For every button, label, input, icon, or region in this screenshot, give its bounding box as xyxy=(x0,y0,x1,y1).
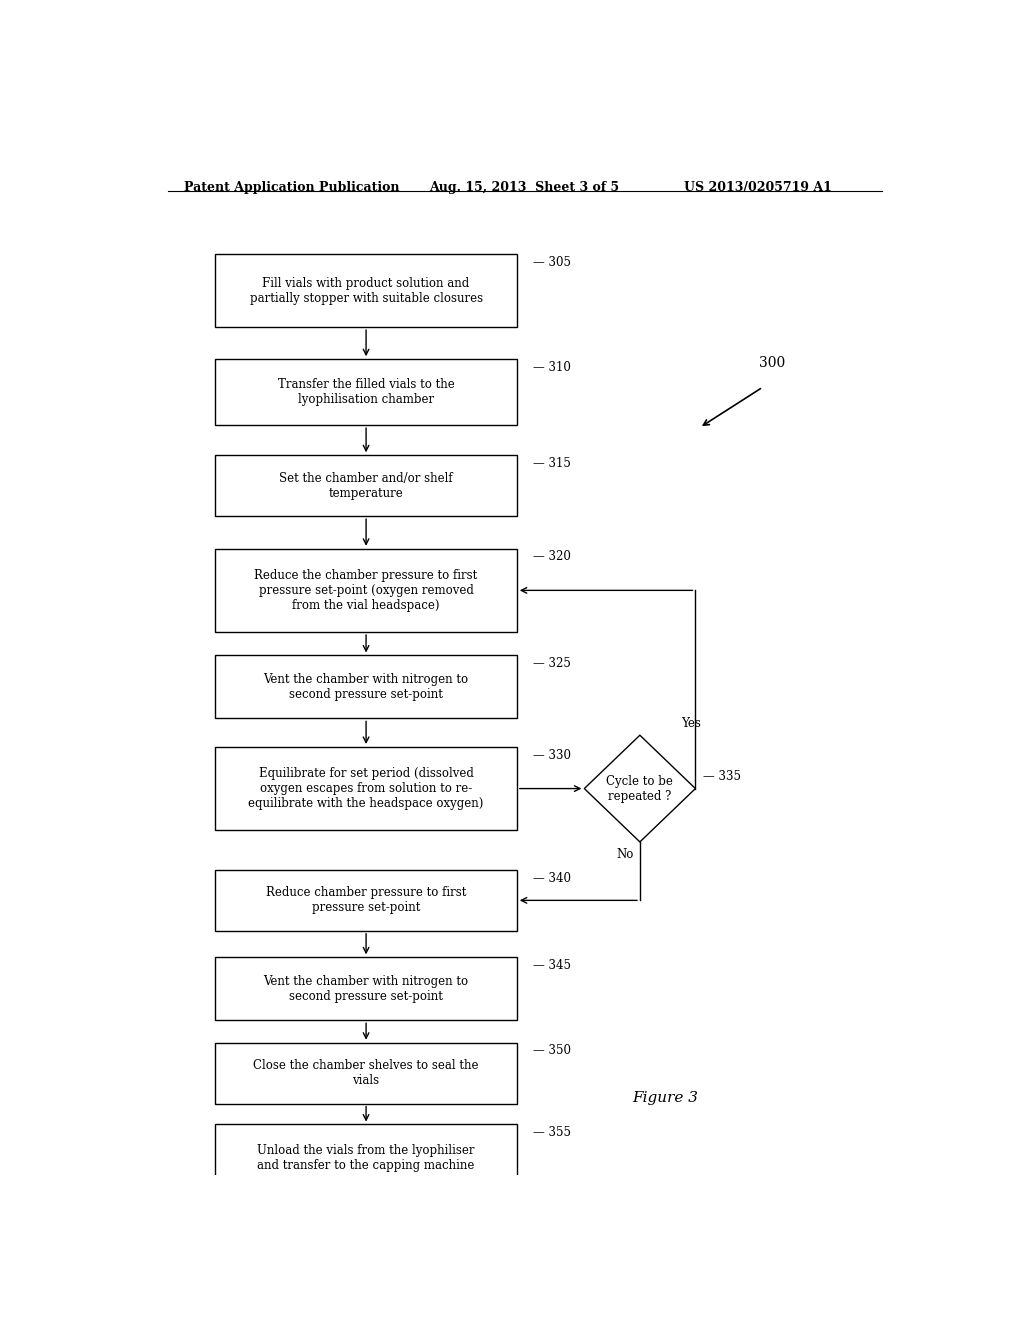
Text: No: No xyxy=(616,849,634,861)
Text: 300: 300 xyxy=(759,356,785,370)
FancyBboxPatch shape xyxy=(215,253,517,327)
Text: Close the chamber shelves to seal the
vials: Close the chamber shelves to seal the vi… xyxy=(253,1059,479,1088)
Text: Reduce the chamber pressure to first
pressure set-point (oxygen removed
from the: Reduce the chamber pressure to first pre… xyxy=(254,569,478,612)
Text: — 355: — 355 xyxy=(532,1126,570,1139)
Text: Set the chamber and/or shelf
temperature: Set the chamber and/or shelf temperature xyxy=(280,471,453,500)
FancyBboxPatch shape xyxy=(215,549,517,632)
FancyBboxPatch shape xyxy=(215,1043,517,1104)
FancyBboxPatch shape xyxy=(215,359,517,425)
Text: Patent Application Publication: Patent Application Publication xyxy=(183,181,399,194)
Text: Vent the chamber with nitrogen to
second pressure set-point: Vent the chamber with nitrogen to second… xyxy=(263,974,469,1003)
Text: Equilibrate for set period (dissolved
oxygen escapes from solution to re-
equili: Equilibrate for set period (dissolved ox… xyxy=(249,767,483,810)
FancyBboxPatch shape xyxy=(215,957,517,1020)
Text: — 350: — 350 xyxy=(532,1044,570,1057)
Text: — 325: — 325 xyxy=(532,657,570,671)
Text: Vent the chamber with nitrogen to
second pressure set-point: Vent the chamber with nitrogen to second… xyxy=(263,673,469,701)
Text: — 305: — 305 xyxy=(532,256,570,268)
Polygon shape xyxy=(585,735,695,842)
FancyBboxPatch shape xyxy=(215,656,517,718)
FancyBboxPatch shape xyxy=(215,1125,517,1191)
Text: — 335: — 335 xyxy=(703,770,741,783)
FancyBboxPatch shape xyxy=(215,870,517,931)
Text: — 320: — 320 xyxy=(532,550,570,564)
Text: Yes: Yes xyxy=(682,717,701,730)
Text: Fill vials with product solution and
partially stopper with suitable closures: Fill vials with product solution and par… xyxy=(250,276,482,305)
Text: Unload the vials from the lyophiliser
and transfer to the capping machine: Unload the vials from the lyophiliser an… xyxy=(257,1143,475,1172)
FancyBboxPatch shape xyxy=(215,455,517,516)
Text: Reduce chamber pressure to first
pressure set-point: Reduce chamber pressure to first pressur… xyxy=(266,886,466,915)
Text: — 310: — 310 xyxy=(532,360,570,374)
Text: US 2013/0205719 A1: US 2013/0205719 A1 xyxy=(684,181,831,194)
Text: Figure 3: Figure 3 xyxy=(632,1090,698,1105)
Text: — 315: — 315 xyxy=(532,457,570,470)
FancyBboxPatch shape xyxy=(215,747,517,830)
Text: Cycle to be
repeated ?: Cycle to be repeated ? xyxy=(606,775,674,803)
Text: — 330: — 330 xyxy=(532,748,570,762)
Text: Transfer the filled vials to the
lyophilisation chamber: Transfer the filled vials to the lyophil… xyxy=(278,378,455,407)
Text: — 340: — 340 xyxy=(532,871,570,884)
Text: — 345: — 345 xyxy=(532,958,570,972)
Text: Aug. 15, 2013  Sheet 3 of 5: Aug. 15, 2013 Sheet 3 of 5 xyxy=(430,181,620,194)
